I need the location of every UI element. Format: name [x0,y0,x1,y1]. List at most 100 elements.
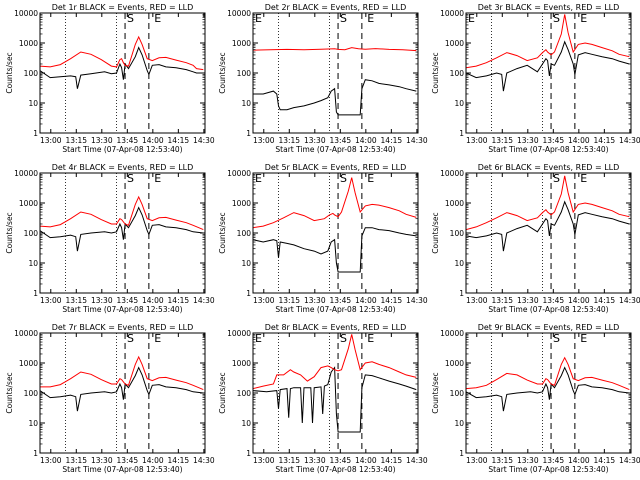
series-line-events [253,366,417,433]
panel-title: Det 5r BLACK = Events, RED = LLD [265,163,407,172]
series-group [40,35,204,89]
y-axis-label: Counts/sec [5,372,14,413]
panel-title: Det 2r BLACK = Events, RED = LLD [265,3,407,12]
x-tick-label: 14:15 [168,136,190,145]
y-tick-label: 1000 [232,199,251,208]
series-group [466,175,630,252]
x-axis-label: Start Time (07-Apr-08 12:53:40) [488,465,608,474]
y-tick-label: 10 [241,259,251,268]
y-axis-label: Counts/sec [431,52,440,93]
y-tick-label: 10000 [440,9,464,18]
y-tick-label: 1000 [445,39,464,48]
x-tick-label: 14:00 [355,296,377,305]
series-line-events [466,200,630,252]
y-tick-label: 1 [459,129,464,138]
marker-end: E [154,172,161,185]
y-axis-label: Counts/sec [431,372,440,413]
x-tick-label: 13:15 [491,136,513,145]
y-tick-label: 1000 [232,39,251,48]
marker-start: S [553,12,560,25]
y-tick-label: 1000 [445,359,464,368]
series-line-lld [253,334,417,390]
x-tick-label: 13:15 [65,136,87,145]
x-tick-label: 13:00 [40,456,62,465]
y-tick-label: 100 [450,69,465,78]
x-tick-label: 14:00 [142,456,164,465]
series-line-events [40,46,204,89]
y-tick-label: 10 [28,99,38,108]
series-line-events [253,227,417,273]
x-tick-label: 13:15 [65,296,87,305]
series-line-events [466,40,630,92]
series-line-events [40,366,204,412]
marker-start: S [553,172,560,185]
x-axis-label: Start Time (07-Apr-08 12:53:40) [62,145,182,154]
series-line-events [40,206,204,252]
x-tick-label: 13:30 [517,136,539,145]
axes-frame [252,172,419,294]
series-line-lld [253,47,417,52]
y-tick-label: 10000 [227,169,251,178]
x-tick-label: 14:00 [355,136,377,145]
x-tick-label: 14:15 [381,136,403,145]
x-axis-label: Start Time (07-Apr-08 12:53:40) [62,465,182,474]
series-line-lld [466,14,630,69]
panel-title: Det 7r BLACK = Events, RED = LLD [52,323,194,332]
x-tick-label: 13:15 [278,296,300,305]
y-tick-label: 10000 [14,169,38,178]
y-tick-label: 100 [450,229,465,238]
y-axis-label: Counts/sec [431,212,440,253]
axes-frame [465,12,632,134]
x-tick-label: 13:30 [91,136,113,145]
marker-start: S [127,12,134,25]
marker-end: E [580,332,587,345]
x-tick-label: 14:30 [193,456,215,465]
x-tick-label: 13:30 [304,136,326,145]
y-axis-label: Counts/sec [218,372,227,413]
series-group [253,177,417,273]
x-tick-label: 13:00 [40,296,62,305]
x-tick-label: 13:00 [253,456,275,465]
panel-title: Det 3r BLACK = Events, RED = LLD [478,3,620,12]
y-tick-label: 10 [454,259,464,268]
y-tick-label: 10 [28,259,38,268]
series-group [253,334,417,433]
x-tick-label: 14:30 [406,456,428,465]
series-line-lld [40,355,204,391]
x-tick-label: 13:45 [117,456,139,465]
x-axis-label: Start Time (07-Apr-08 12:53:40) [488,145,608,154]
panel-title: Det 4r BLACK = Events, RED = LLD [52,163,194,172]
x-tick-label: 13:00 [466,136,488,145]
x-tick-label: 14:30 [193,136,215,145]
x-tick-label: 14:00 [142,136,164,145]
y-tick-label: 100 [24,229,39,238]
y-tick-label: 1 [33,289,38,298]
x-axis-label: Start Time (07-Apr-08 12:53:40) [275,145,395,154]
x-axis-label: Start Time (07-Apr-08 12:53:40) [275,465,395,474]
x-tick-label: 13:45 [330,296,352,305]
x-tick-label: 13:30 [91,456,113,465]
x-axis-label: Start Time (07-Apr-08 12:53:40) [275,305,395,314]
y-tick-label: 1 [459,289,464,298]
y-tick-label: 1000 [232,359,251,368]
x-tick-label: 13:30 [91,296,113,305]
x-tick-label: 13:30 [304,456,326,465]
panel-title: Det 8r BLACK = Events, RED = LLD [265,323,407,332]
series-line-lld [466,356,630,391]
x-tick-label: 13:00 [253,136,275,145]
panel-title: Det 6r BLACK = Events, RED = LLD [478,163,620,172]
y-tick-label: 1000 [19,359,38,368]
y-tick-label: 1 [246,449,251,458]
y-tick-label: 1000 [445,199,464,208]
y-tick-label: 1000 [19,199,38,208]
x-tick-label: 13:15 [491,456,513,465]
x-tick-label: 13:45 [543,456,565,465]
x-tick-label: 13:00 [253,296,275,305]
series-group [466,14,630,92]
x-tick-label: 14:30 [619,136,640,145]
x-tick-label: 13:45 [330,136,352,145]
y-tick-label: 1 [459,449,464,458]
